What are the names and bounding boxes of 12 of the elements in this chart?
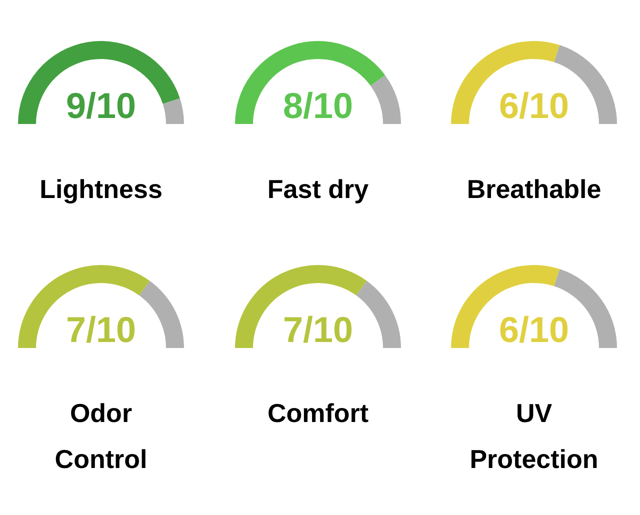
text: 8/10 — [282, 85, 354, 126]
text: 7/10 — [282, 309, 354, 350]
text: Breathable — [466, 174, 602, 204]
text: Comfort — [267, 398, 369, 428]
text: Odor Control — [54, 398, 148, 474]
text: 6/10 — [498, 309, 570, 350]
text: 7/10 — [66, 309, 136, 350]
text: 9/10 — [66, 85, 136, 126]
text: Lightness — [40, 174, 162, 204]
text: Fast dry — [267, 174, 370, 204]
text: UV Protection — [470, 398, 598, 474]
text: 6/10 — [498, 85, 570, 126]
